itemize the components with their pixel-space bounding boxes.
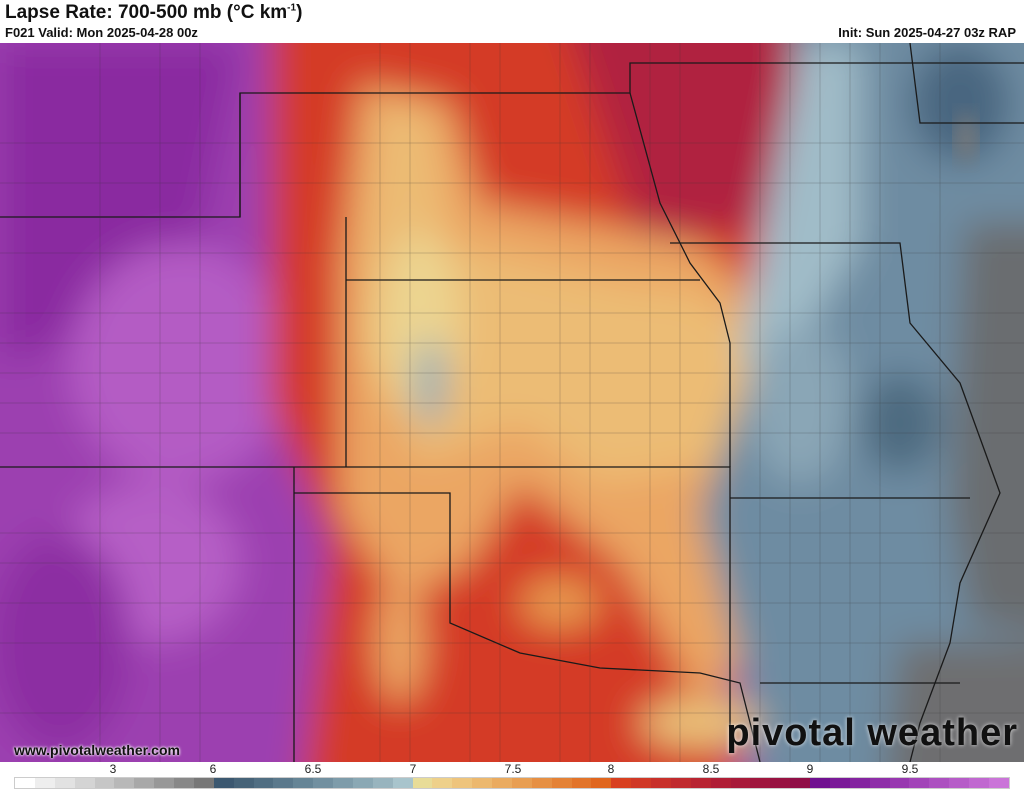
colorbar-swatch [591, 778, 612, 788]
colorbar-label: 9.5 [901, 762, 919, 776]
colorbar-swatch [810, 778, 830, 788]
colorbar-swatch [293, 778, 314, 788]
colorbar-swatch [333, 778, 353, 788]
colorbar-swatch [969, 778, 989, 788]
title-text: Lapse Rate: 700-500 mb (°C km [5, 2, 288, 23]
colorbar-swatch [889, 778, 910, 788]
colorbar-swatch [154, 778, 174, 788]
colorbar-swatch [531, 778, 552, 788]
lake-feature [956, 113, 976, 163]
colorbar-swatch [233, 778, 254, 788]
website-watermark: www.pivotalweather.com [14, 742, 180, 758]
colorbar-swatch [253, 778, 274, 788]
colorbar-swatch [631, 778, 651, 788]
colorbar-swatch [790, 778, 810, 788]
colorbar-swatch [571, 778, 592, 788]
colorbar-swatch [432, 778, 453, 788]
colorbar-swatch [929, 778, 950, 788]
colorbar-swatch [988, 778, 1009, 788]
colorbar [14, 777, 1010, 789]
colorbar-swatch [54, 778, 75, 788]
colorbar-swatch [134, 778, 155, 788]
colorbar-swatch [551, 778, 572, 788]
colorbar-swatch [15, 778, 35, 788]
colorbar-swatch [412, 778, 433, 788]
colorbar-swatch [472, 778, 492, 788]
colorbar-label: 7 [409, 762, 417, 776]
shaded-field [0, 43, 1024, 762]
init-time: Init: Sun 2025-04-27 03z RAP [838, 25, 1016, 40]
colorbar-swatch [829, 778, 850, 788]
colorbar-swatch [949, 778, 969, 788]
colorbar-swatch [849, 778, 870, 788]
colorbar-swatch [313, 778, 333, 788]
colorbar-swatch [372, 778, 393, 788]
title-superscript: -1 [287, 2, 297, 14]
colorbar-swatch [690, 778, 711, 788]
valid-time: F021 Valid: Mon 2025-04-28 00z [5, 25, 198, 40]
colorbar-swatch [213, 778, 234, 788]
colorbar-swatch [869, 778, 890, 788]
colorbar-swatch [114, 778, 135, 788]
colorbar-swatch [670, 778, 691, 788]
colorbar-labels: 3 6 6.5 7 7.5 8 8.5 9 9.5 [0, 762, 1024, 776]
colorbar-label: 8.5 [702, 762, 720, 776]
colorbar-swatch [94, 778, 115, 788]
colorbar-swatch [174, 778, 194, 788]
colorbar-swatch [710, 778, 731, 788]
colorbar-label: 8 [607, 762, 615, 776]
colorbar-swatch [730, 778, 751, 788]
colorbar-label: 9 [806, 762, 814, 776]
colorbar-swatch [392, 778, 413, 788]
colorbar-swatch [193, 778, 214, 788]
colorbar-label: 7.5 [504, 762, 522, 776]
colorbar-swatch [352, 778, 373, 788]
colorbar-swatch [34, 778, 55, 788]
title-end: ) [296, 2, 303, 23]
colorbar-label: 6.5 [304, 762, 322, 776]
colorbar-swatch [909, 778, 930, 788]
colorbar-swatch [750, 778, 771, 788]
map-title: Lapse Rate: 700-500 mb (°C km-1) [5, 2, 302, 24]
county-boundaries [0, 43, 1024, 762]
colorbar-label: 3 [109, 762, 117, 776]
colorbar-swatch [74, 778, 95, 788]
colorbar-swatch [492, 778, 512, 788]
colorbar-swatch [651, 778, 671, 788]
colorbar-swatch [770, 778, 791, 788]
brand-logo: pivotal weather [726, 712, 1018, 754]
colorbar-swatch [452, 778, 473, 788]
colorbar-swatch [611, 778, 632, 788]
colorbar-swatch [511, 778, 532, 788]
colorbar-swatch [273, 778, 294, 788]
lapse-rate-map[interactable] [0, 43, 1024, 762]
colorbar-label: 6 [209, 762, 217, 776]
